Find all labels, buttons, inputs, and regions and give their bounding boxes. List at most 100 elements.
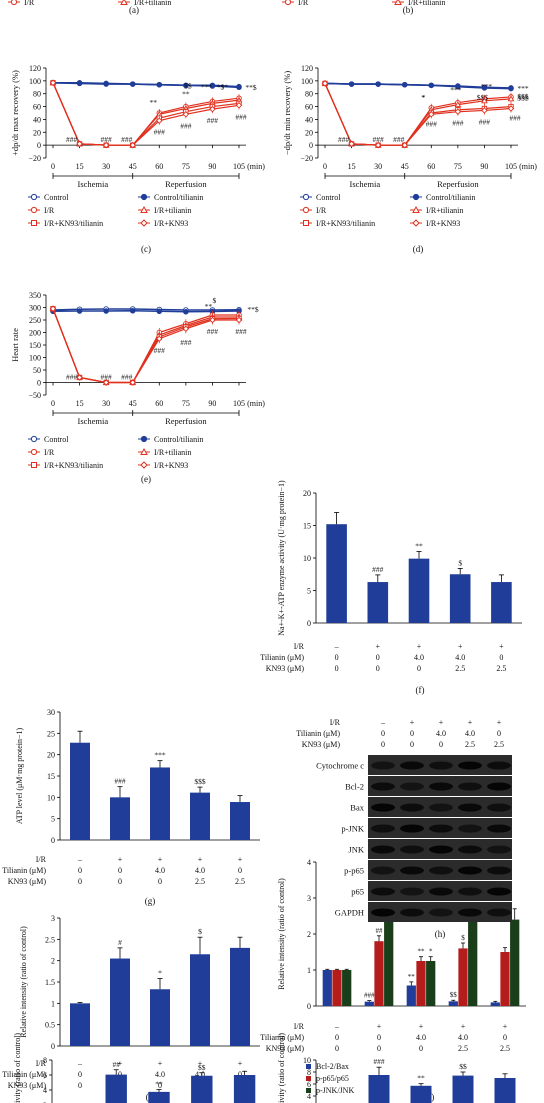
x-tick-label: 0 [323, 162, 327, 171]
treatment-value: 0 [78, 1070, 82, 1079]
panel-label-h: (h) [435, 929, 446, 939]
legend-label: p-JNK/JNK [316, 1086, 354, 1095]
significance-marker: **$ [245, 83, 257, 92]
y-tick-label: 250 [29, 316, 41, 325]
y-tick-label: 10 [303, 554, 311, 563]
treatment-value: 0 [499, 653, 503, 662]
blot-label: p-JNK [341, 824, 365, 834]
data-point [209, 105, 216, 113]
blot-band [458, 761, 482, 770]
panel-label-g: (g) [145, 896, 156, 906]
significance-marker: ### [235, 112, 247, 121]
data-point [103, 308, 109, 314]
phase-label-reperfusion: Reperfusion [165, 179, 207, 189]
data-point [348, 140, 355, 148]
y-axis-label: Caspase-9 activity (ratio of control) [277, 1033, 286, 1103]
marker [120, 0, 128, 5]
y-tick-label: 0.5 [45, 1021, 55, 1030]
treatment-value: 0 [238, 866, 242, 875]
marker [31, 462, 37, 468]
marker [140, 205, 148, 213]
blot-band [429, 782, 453, 791]
y-tick-label: 120 [301, 64, 313, 73]
treatment-value: 0 [377, 1033, 381, 1042]
treatment-value: 2.5 [235, 877, 245, 886]
significance-marker: ### [452, 119, 464, 128]
marker [10, 0, 18, 6]
phase-label-ischemia: Ischemia [350, 179, 381, 189]
blot-band [487, 782, 511, 791]
data-point [49, 79, 57, 87]
significance-marker: ### [154, 346, 166, 355]
treatment-value: – [334, 1022, 340, 1031]
phase-label-reperfusion: Reperfusion [437, 179, 479, 189]
legend-label: I/R [316, 206, 327, 215]
blot-band [458, 803, 482, 812]
cropped-legends: I/R I/R+tilianin I/R I/R+tilianin [8, 0, 445, 7]
blot-band [429, 824, 453, 833]
bar [449, 574, 471, 623]
x-tick-label: 45 [401, 162, 409, 171]
significance-marker: $$ [184, 82, 192, 91]
significance-marker: ** [182, 90, 190, 99]
data-point [507, 105, 515, 112]
line-legend: Control Control/tilianin I/R I/R+tilianin I/… [28, 435, 203, 470]
data-point [235, 102, 243, 109]
bar-chart-i: 0 0.5 1 1.5 2 2.5 3 Relative intensity (ratio o… [2, 914, 260, 1102]
y-tick-label: 1.5 [45, 978, 55, 987]
treatment-value: + [503, 1022, 508, 1031]
y-tick-label: 0 [51, 1042, 55, 1051]
treatment-value: 4.0 [155, 866, 165, 875]
y-tick-label: 4 [307, 858, 311, 867]
blot-band [458, 845, 482, 854]
y-tick-label: 3 [51, 914, 55, 923]
data-point [156, 117, 163, 124]
significance-marker: ** [415, 542, 423, 551]
treatment-value: 0 [381, 729, 385, 738]
blot-band [371, 887, 395, 896]
data-point [209, 316, 216, 324]
treatment-row-label: KN93 (μM) [8, 877, 47, 886]
y-tick-label: 0 [37, 141, 41, 150]
treatment-value: – [380, 718, 386, 727]
y-tick-label: 5 [307, 587, 311, 596]
treatment-value: + [461, 1022, 466, 1031]
treatment-value: 4.0 [416, 1033, 426, 1042]
marker [140, 447, 148, 455]
treatment-value: + [499, 642, 504, 651]
series-line [52, 82, 240, 146]
treatment-row-label: I/R [330, 718, 341, 727]
data-point [183, 309, 189, 315]
bar [233, 1075, 256, 1103]
marker [394, 0, 402, 5]
blot-band [429, 887, 453, 896]
data-point [49, 305, 57, 312]
blot-band [400, 803, 424, 812]
treatment-value: + [158, 855, 163, 864]
bar-legend: Bcl-2/Bax p-p65/p65 p-JNK/JNK [306, 1062, 354, 1095]
significance-marker: ** [205, 302, 213, 311]
data-point [454, 108, 462, 115]
x-tick-label: 0 [51, 162, 55, 171]
significance-marker: ### [154, 128, 166, 137]
data-point [481, 107, 488, 114]
y-tick-label: 60 [305, 103, 313, 112]
data-point [156, 308, 163, 315]
blot-band [400, 845, 424, 854]
y-tick-label: 4 [43, 1086, 47, 1095]
treatment-value: + [377, 1022, 382, 1031]
significance-marker: ### [338, 135, 350, 144]
marker [140, 461, 148, 469]
treatment-value: 4.0 [465, 729, 475, 738]
blot-band [371, 803, 395, 812]
legend-label: I/R+tilianin [426, 206, 463, 215]
blot-label: JNK [348, 845, 364, 855]
line-chart-e: −50 0 50 100 150 200 250 300 350 0 15 30 45 60 75 90 105… [10, 291, 265, 484]
blot-band [371, 866, 395, 875]
blot-band [400, 908, 424, 917]
x-tick-label: 45 [129, 162, 137, 171]
data-point [129, 379, 136, 386]
y-tick-label: 2 [43, 1101, 47, 1103]
y-tick-label: 8 [43, 1056, 47, 1065]
